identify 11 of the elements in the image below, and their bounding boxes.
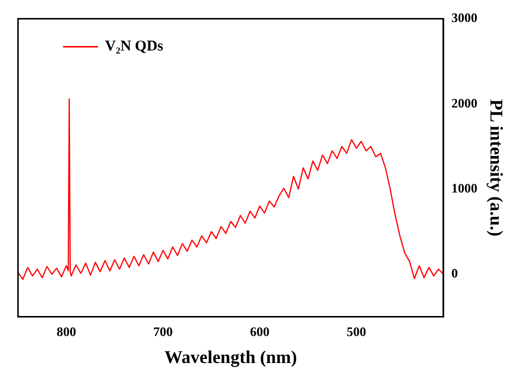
y-tick-label: 1000	[451, 180, 478, 196]
x-tick-label: 800	[56, 324, 76, 339]
x-tick-label: 600	[250, 324, 270, 339]
x-tick-label: 700	[153, 324, 173, 339]
x-axis-title: Wavelength (nm)	[164, 346, 297, 367]
y-axis-title: PL intensity (a.u.)	[486, 99, 507, 236]
y-tick-label: 3000	[451, 10, 478, 26]
x-tick-label: 500	[346, 324, 366, 339]
y-tick-label: 0	[451, 266, 458, 281]
legend-label: V₂N QDs	[105, 38, 164, 55]
y-tick-label: 2000	[451, 95, 478, 110]
